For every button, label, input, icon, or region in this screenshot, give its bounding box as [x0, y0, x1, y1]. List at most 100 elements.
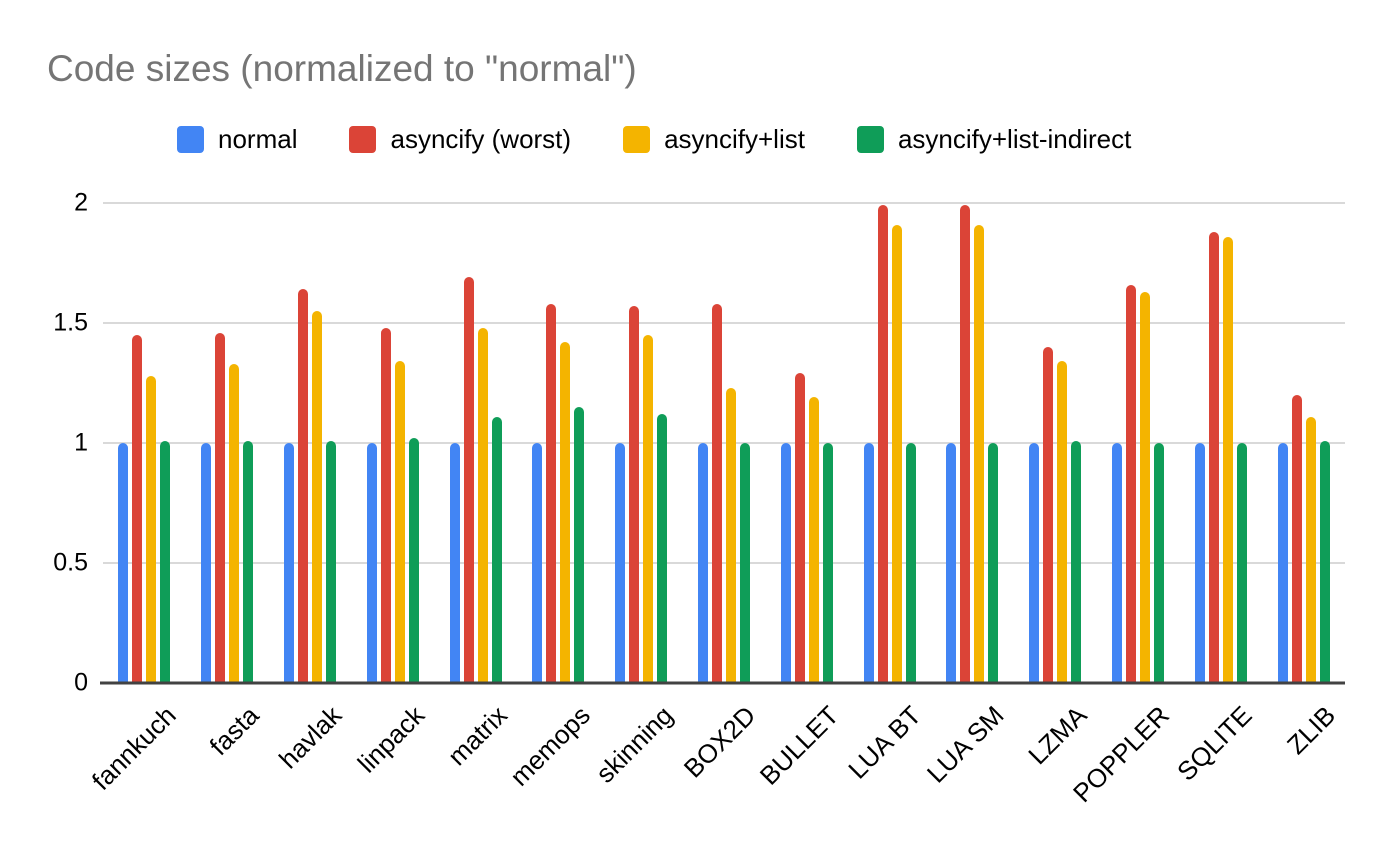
x-axis-label-lzma: LZMA — [1022, 700, 1093, 771]
bar-memops-asyncify-worst[interactable] — [546, 303, 557, 683]
bar-fannkuch-asyncify-worst[interactable] — [132, 335, 143, 683]
x-axis-label-memops: memops — [503, 700, 596, 792]
bar-memops-asyncify-list[interactable] — [560, 342, 571, 683]
bar-sqlite-asyncify-list[interactable] — [1222, 236, 1233, 683]
bar-fannkuch-asyncify-list-indirect[interactable] — [160, 440, 171, 683]
x-axis-label-fannkuch: fannkuch — [85, 700, 182, 796]
bar-lzma-asyncify-list[interactable] — [1057, 361, 1068, 683]
bar-lzma-asyncify-list-indirect[interactable] — [1071, 440, 1082, 683]
bar-havlak-asyncify-worst[interactable] — [297, 289, 308, 683]
bar-havlak-asyncify-list-indirect[interactable] — [325, 440, 336, 683]
bar-lua-bt-asyncify-list-indirect[interactable] — [905, 443, 916, 683]
legend-item-normal[interactable]: normal — [177, 124, 297, 155]
bar-linpack-normal[interactable] — [366, 443, 377, 683]
legend-swatch-normal — [177, 126, 204, 153]
bar-sqlite-asyncify-list-indirect[interactable] — [1236, 443, 1247, 683]
bar-zlib-asyncify-list-indirect[interactable] — [1319, 440, 1330, 683]
bar-lua-sm-asyncify-list[interactable] — [974, 224, 985, 683]
bar-sqlite-asyncify-worst[interactable] — [1208, 231, 1219, 683]
y-tick-label: 1.5 — [53, 308, 88, 337]
legend-item-asyncify-worst[interactable]: asyncify (worst) — [349, 124, 571, 155]
bar-matrix-asyncify-worst[interactable] — [463, 277, 474, 683]
bar-skinning-asyncify-list[interactable] — [643, 335, 654, 683]
bar-bullet-asyncify-worst[interactable] — [794, 373, 805, 683]
bar-poppler-asyncify-worst[interactable] — [1125, 284, 1136, 683]
bar-skinning-normal[interactable] — [615, 443, 626, 683]
bar-havlak-asyncify-list[interactable] — [311, 311, 322, 683]
bar-lua-bt-asyncify-worst[interactable] — [877, 205, 888, 683]
x-axis-line — [100, 681, 1345, 685]
bar-fasta-asyncify-list[interactable] — [229, 363, 240, 683]
bar-bullet-asyncify-list-indirect[interactable] — [822, 443, 833, 683]
bar-zlib-asyncify-list[interactable] — [1305, 416, 1316, 683]
x-axis-label-zlib: ZLIB — [1280, 700, 1341, 761]
bar-fannkuch-normal[interactable] — [118, 443, 129, 683]
bar-box2d-asyncify-list-indirect[interactable] — [739, 443, 750, 683]
y-tick-label: 1 — [74, 428, 88, 457]
chart-title: Code sizes (normalized to "normal") — [47, 48, 637, 89]
bar-box2d-asyncify-worst[interactable] — [711, 303, 722, 683]
bar-bullet-normal[interactable] — [780, 443, 791, 683]
bar-linpack-asyncify-worst[interactable] — [380, 327, 391, 683]
gridline — [103, 202, 1345, 204]
x-axis-labels: fannkuch fasta havlak linpack matrix memops sk… — [86, 688, 1345, 828]
bar-box2d-asyncify-list[interactable] — [725, 387, 736, 683]
bar-lzma-asyncify-worst[interactable] — [1043, 347, 1054, 683]
bar-linpack-asyncify-list[interactable] — [394, 361, 405, 683]
x-axis-label-havlak: havlak — [272, 700, 348, 775]
x-label-cell: BOX2D — [678, 688, 766, 828]
x-axis-label-skinning: skinning — [589, 700, 679, 789]
bar-linpack-asyncify-list-indirect[interactable] — [408, 438, 419, 683]
legend-swatch-asyncify-list — [623, 126, 651, 153]
x-axis-label-box2d: BOX2D — [677, 700, 762, 784]
bar-lzma-normal[interactable] — [1029, 443, 1040, 683]
bar-lua-sm-normal[interactable] — [946, 443, 957, 683]
bar-lua-sm-asyncify-list-indirect[interactable] — [988, 443, 999, 683]
x-label-cell: havlak — [269, 688, 352, 828]
bar-fannkuch-asyncify-list[interactable] — [146, 375, 157, 683]
legend-label: asyncify+list — [664, 124, 805, 154]
bar-poppler-normal[interactable] — [1111, 443, 1122, 683]
bar-group-fannkuch — [103, 203, 186, 683]
bar-matrix-asyncify-list-indirect[interactable] — [491, 416, 502, 683]
bar-group-sqlite — [1179, 203, 1262, 683]
x-label-cell: ZLIB — [1262, 688, 1345, 828]
bar-skinning-asyncify-list-indirect[interactable] — [657, 414, 668, 683]
bar-zlib-asyncify-worst[interactable] — [1291, 395, 1302, 683]
x-label-cell: LUA BT — [842, 688, 931, 828]
bar-lua-sm-asyncify-worst[interactable] — [960, 205, 971, 683]
legend-item-asyncify-list[interactable]: asyncify+list — [623, 124, 805, 155]
x-label-cell: POPPLER — [1067, 688, 1180, 828]
bar-group-havlak — [269, 203, 352, 683]
legend-swatch-asyncify-list-indirect — [856, 126, 884, 153]
bar-zlib-normal[interactable] — [1277, 443, 1288, 683]
bar-matrix-asyncify-list[interactable] — [477, 327, 488, 683]
y-tick-label: 0 — [74, 668, 88, 697]
legend-item-asyncify-list-indirect[interactable]: asyncify+list-indirect — [856, 124, 1132, 155]
legend-label: asyncify+list-indirect — [897, 124, 1132, 154]
bar-memops-normal[interactable] — [532, 443, 543, 683]
y-tick-label: 2 — [74, 188, 88, 217]
bar-box2d-normal[interactable] — [697, 443, 708, 683]
bar-havlak-normal[interactable] — [283, 443, 294, 683]
bar-poppler-asyncify-list-indirect[interactable] — [1153, 443, 1164, 683]
bar-fasta-normal[interactable] — [201, 443, 212, 683]
bar-matrix-normal[interactable] — [449, 443, 460, 683]
bar-skinning-asyncify-worst[interactable] — [629, 306, 640, 683]
bar-fasta-asyncify-worst[interactable] — [215, 332, 226, 683]
x-label-cell: fasta — [186, 688, 269, 828]
bar-fasta-asyncify-list-indirect[interactable] — [243, 440, 254, 683]
bar-memops-asyncify-list-indirect[interactable] — [574, 407, 585, 683]
bar-lua-bt-asyncify-list[interactable] — [891, 224, 902, 683]
legend: normal asyncify (worst) asyncify+list async… — [177, 124, 1131, 155]
bar-group-bullet — [765, 203, 848, 683]
bar-group-lua-bt — [848, 203, 931, 683]
x-label-cell: LUA SM — [921, 688, 1014, 828]
bar-lua-bt-normal[interactable] — [863, 443, 874, 683]
x-label-cell: BULLET — [753, 688, 848, 828]
x-label-cell: fannkuch — [86, 688, 186, 828]
bar-sqlite-normal[interactable] — [1194, 443, 1205, 683]
bar-poppler-asyncify-list[interactable] — [1139, 291, 1150, 683]
bar-bullet-asyncify-list[interactable] — [808, 397, 819, 683]
x-axis-label-linpack: linpack — [351, 700, 431, 779]
